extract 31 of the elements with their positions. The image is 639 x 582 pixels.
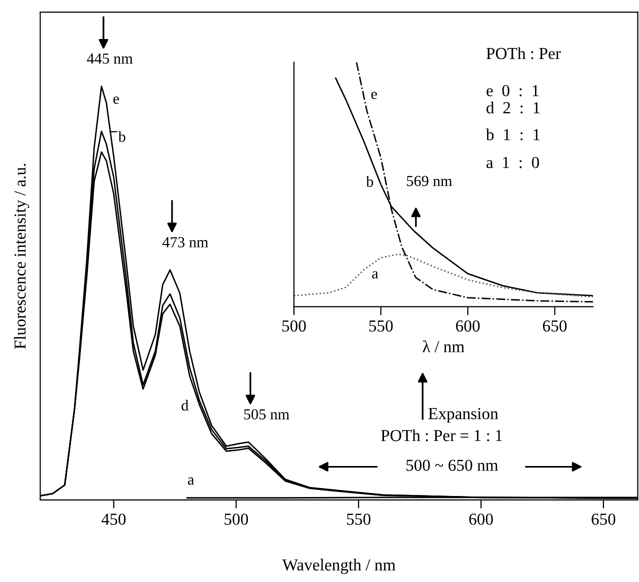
annotation: d 2 : 1	[486, 102, 540, 114]
annotation: e 0 : 1	[486, 85, 539, 96]
x-tick-label: 650	[592, 514, 616, 525]
series-label: e	[371, 92, 377, 100]
annotation: 473 nm	[162, 237, 208, 248]
series-label: b	[366, 176, 374, 187]
annotation: Expansion	[428, 408, 498, 423]
x-tick-label: 500	[282, 320, 306, 332]
y-axis-title: Fluorescence intensity / a.u.	[14, 164, 30, 349]
x-tick-label: 450	[102, 514, 126, 525]
annotation: 445 nm	[86, 54, 133, 64]
text: POTh : Per	[486, 47, 561, 60]
annotation: 569 nm	[406, 176, 452, 186]
series-label: a	[372, 271, 378, 279]
annotation: a 1 : 0	[486, 156, 539, 168]
x-tick-label: 550	[369, 320, 393, 332]
annotation: 500 ~ 650 nm	[406, 460, 498, 471]
annotation: 505 nm	[244, 409, 290, 420]
x-axis-title: λ / nm	[422, 340, 464, 352]
legend-label: b	[118, 131, 126, 142]
x-axis-title: Wavelength / nm	[282, 558, 396, 574]
x-tick-label: 500	[224, 514, 248, 525]
series-label: a	[188, 477, 194, 485]
x-tick-label: 650	[542, 320, 567, 332]
series-label: d	[182, 400, 188, 411]
x-tick-label: 550	[347, 514, 370, 525]
annotation: POTh : Per = 1 : 1	[381, 429, 502, 442]
x-tick-label: 600	[469, 514, 493, 525]
x-tick-label: 600	[456, 320, 480, 332]
annotation: b 1 : 1	[486, 128, 540, 140]
series-label: e	[113, 96, 119, 104]
